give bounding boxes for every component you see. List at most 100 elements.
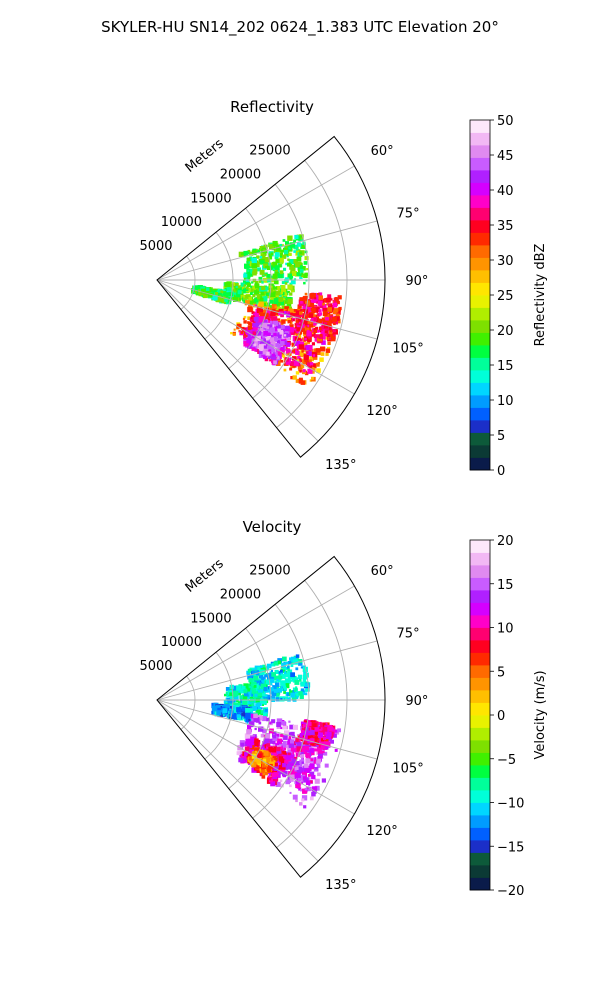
echo-cell (295, 752, 300, 757)
echo-cell (279, 270, 284, 275)
echo-cell (255, 323, 260, 328)
echo-cell (326, 741, 331, 746)
echo-cell (256, 710, 261, 715)
echo-cell (251, 281, 254, 284)
echo-cell (246, 753, 251, 758)
echo-cell (329, 330, 332, 333)
echo-cell (270, 333, 274, 336)
radial-tick-label: 15000 (190, 191, 231, 206)
echo-cell (232, 692, 237, 697)
echo-cell (259, 698, 265, 704)
echo-cell (241, 712, 245, 716)
echo-cell (290, 376, 294, 380)
echo-cell (317, 362, 320, 365)
echo-cell (267, 775, 270, 778)
colorbar-tick-label: 0 (497, 709, 505, 724)
echo-cell (279, 669, 283, 673)
echo-cell (239, 688, 246, 694)
echo-cell (288, 273, 294, 279)
echo-cell (303, 720, 306, 723)
echo-cell (267, 291, 270, 295)
echo-cell (271, 672, 276, 677)
echo-cell (272, 731, 277, 735)
echo-cell (254, 667, 258, 670)
azimuth-spoke-105 (156, 699, 378, 760)
echo-cell (298, 659, 303, 663)
colorbar-segment (470, 752, 490, 766)
echo-cell (258, 301, 264, 307)
colorbar-segment (470, 840, 490, 853)
echo-cell (259, 665, 263, 668)
echo-cell (289, 292, 293, 296)
echo-cell (256, 703, 261, 707)
echo-cell (246, 718, 251, 723)
echo-cell (271, 770, 274, 773)
echo-cell (304, 689, 308, 692)
echo-cell (253, 675, 259, 682)
echo-cell (256, 255, 260, 259)
echo-cell (314, 730, 318, 734)
echo-cell (314, 297, 317, 300)
angle-tick-label: 135° (325, 458, 356, 473)
echo-cell (259, 328, 263, 332)
colorbar-segment (470, 540, 490, 553)
echo-cell (309, 356, 314, 362)
azimuth-spoke-120 (156, 279, 355, 395)
echo-cell (201, 288, 206, 294)
azimuth-spoke-75 (156, 640, 378, 701)
echo-cell (240, 331, 244, 334)
echo-cell (320, 745, 325, 750)
echo-cell (290, 279, 296, 285)
echo-cell (268, 778, 272, 781)
colorbar-segment (470, 182, 490, 196)
echo-cell (297, 265, 303, 271)
echo-cell (297, 674, 303, 679)
echo-cell (263, 750, 269, 756)
echo-cell (326, 333, 330, 338)
echo-cell (251, 686, 257, 691)
echo-cell (315, 326, 318, 330)
echo-cell (268, 773, 272, 776)
echo-cell (251, 257, 257, 264)
echo-cell (247, 674, 253, 680)
echo-cell (259, 297, 264, 303)
echo-cell (306, 786, 309, 789)
echo-cell (244, 733, 250, 739)
polar-grid (156, 580, 385, 862)
echo-cell (283, 671, 287, 674)
echo-cell (285, 753, 289, 757)
echo-cell (275, 293, 279, 298)
echo-cell (318, 732, 324, 738)
echo-cell (244, 759, 249, 763)
echo-cell (266, 292, 269, 295)
echo-cell (270, 285, 273, 288)
echo-cell (212, 295, 218, 301)
echo-cell (329, 303, 333, 307)
echo-cell (232, 702, 236, 705)
echo-cell (299, 679, 302, 682)
echo-cell (331, 306, 335, 310)
echo-cell (312, 723, 317, 728)
echo-cell (286, 666, 290, 669)
echo-cell (267, 356, 271, 359)
echo-cell (262, 350, 267, 355)
echo-cell (315, 348, 321, 353)
echo-cell (330, 739, 334, 744)
echo-cell (271, 747, 277, 753)
echo-cell (242, 295, 246, 298)
echo-cell (313, 328, 316, 331)
echo-cell (256, 759, 261, 764)
echo-cell (270, 310, 276, 316)
echo-cell (246, 261, 249, 264)
echo-cell (233, 709, 238, 714)
echo-cell (314, 307, 320, 312)
echo-cell (313, 332, 316, 335)
echo-cell (333, 308, 339, 313)
colorbar-tick-label: 20 (497, 324, 514, 339)
echo-cell (241, 252, 244, 256)
echo-cell (239, 297, 242, 301)
echo-cell (290, 747, 295, 752)
echo-cell (278, 762, 282, 766)
echo-cell (310, 311, 313, 315)
